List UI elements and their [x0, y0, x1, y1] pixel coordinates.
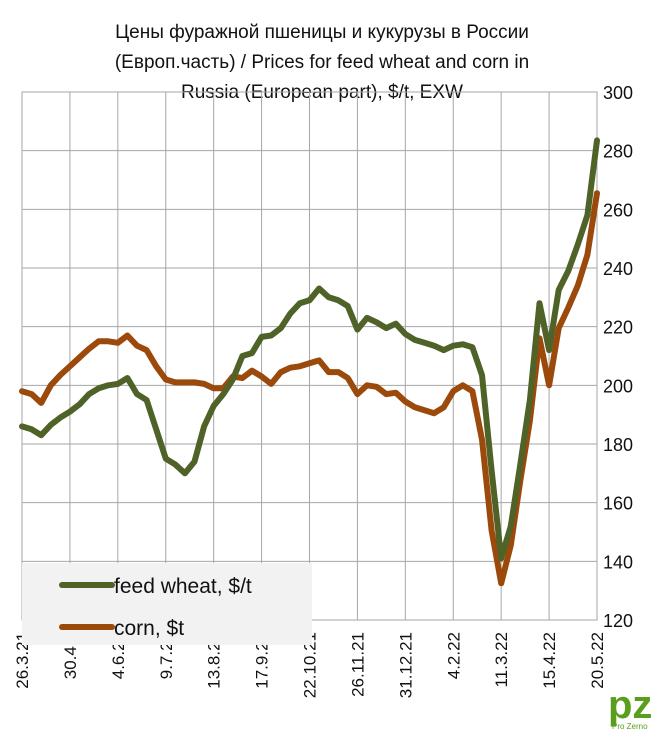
x-tick-label: 4.2.22	[444, 632, 463, 679]
x-tick-label: 26.3.21	[13, 632, 32, 689]
x-tick-label: 22.10.21	[301, 632, 320, 698]
x-tick-label: 26.11.21	[348, 632, 367, 697]
y-tick-label: 120	[603, 611, 633, 631]
data-line	[19, 137, 600, 562]
y-tick-label: 220	[603, 318, 633, 338]
x-tick-label: 13.8.21	[205, 632, 224, 689]
y-tick-label: 160	[603, 494, 633, 514]
x-tick-label: 17.9.21	[253, 632, 272, 689]
data-line	[19, 190, 600, 587]
x-tick-label: 31.12.21	[396, 632, 415, 698]
y-tick-label: 240	[603, 259, 633, 279]
y-tick-label: 260	[603, 200, 633, 220]
x-tick-label: 11.3.22	[492, 632, 511, 687]
y-tick-label: 200	[603, 376, 633, 396]
y-tick-label: 280	[603, 142, 633, 162]
x-tick-label: 15.4.22	[540, 632, 559, 689]
legend-label: feed wheat, $/t	[114, 575, 252, 598]
x-tick-label: 20.5.22	[588, 632, 607, 689]
legend-label: corn, $t	[114, 617, 184, 640]
legend-box	[22, 563, 312, 645]
logo-text: Pro Zerno	[612, 722, 648, 731]
y-tick-label: 300	[603, 83, 633, 103]
chart-title: (Европ.часть) / Prices for feed wheat an…	[115, 52, 529, 73]
y-tick-label: 140	[603, 552, 633, 572]
y-tick-label: 180	[603, 435, 633, 455]
logo-letters: pz	[608, 683, 652, 727]
chart-title: Цены фуражной пшеницы и кукурузы в Росси…	[115, 22, 529, 43]
logo-bg	[606, 680, 654, 726]
